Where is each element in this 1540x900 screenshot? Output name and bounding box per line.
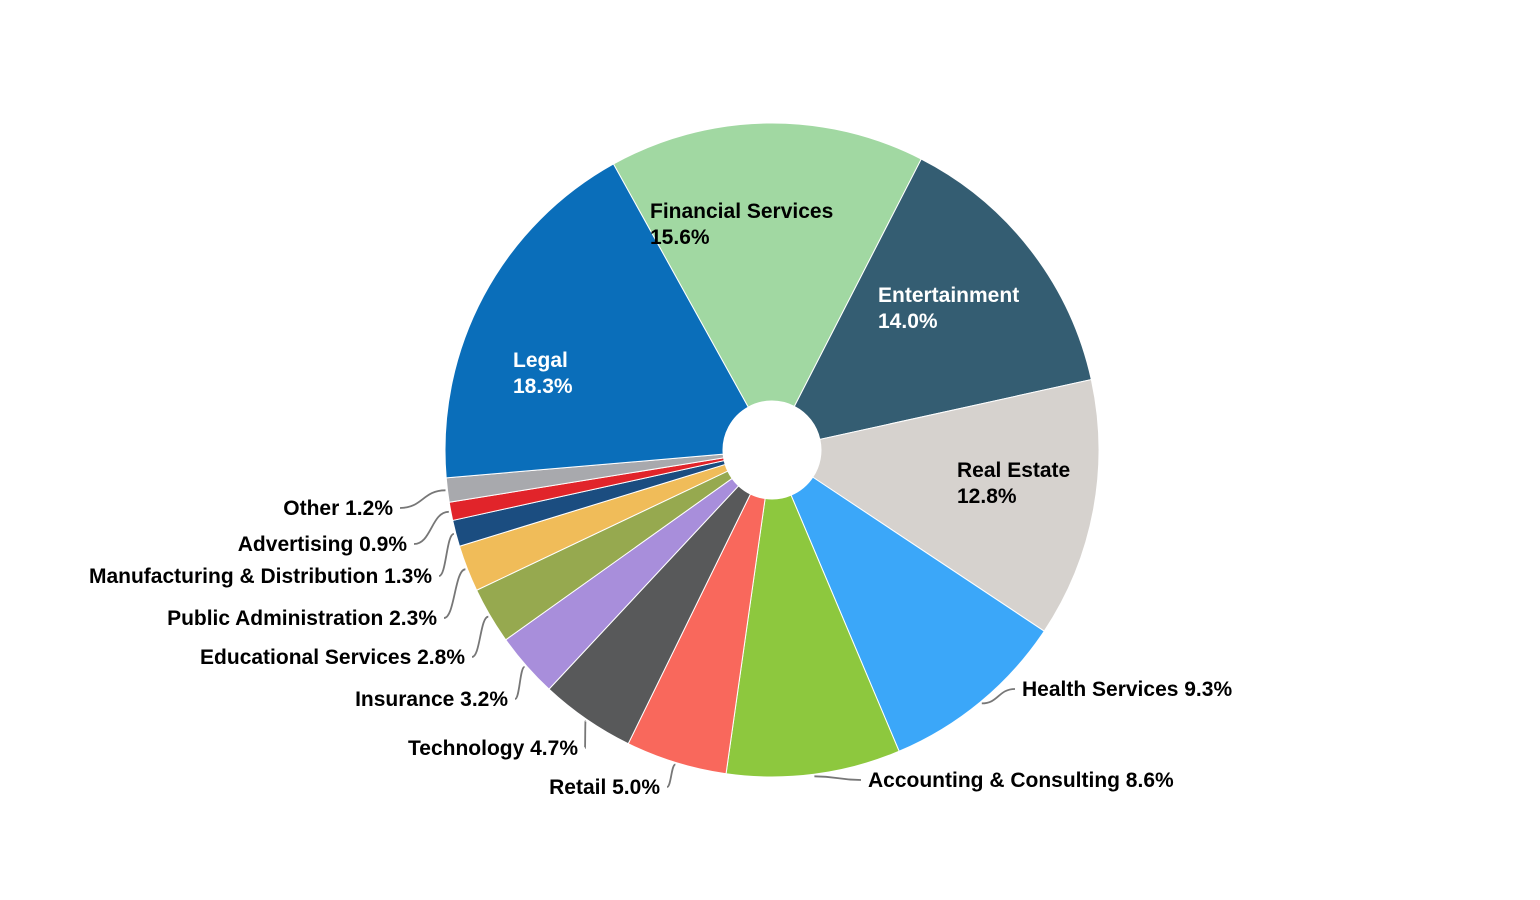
pie-label-technology: Technology 4.7% <box>408 737 578 760</box>
leader-line-accounting-consulting <box>814 775 862 781</box>
leader-line-insurance <box>514 666 526 700</box>
pie-slice-legal <box>444 163 749 479</box>
leader-line-health-services <box>981 688 1016 705</box>
leader-line-public-administration <box>443 568 466 619</box>
pie-label-entertainment: Entertainment <box>878 284 1019 307</box>
pie-slice-health-services <box>790 476 1045 752</box>
leader-line-advertising <box>413 510 449 545</box>
pie-label-manufacturing-distribution: Manufacturing & Distribution 1.3% <box>89 565 432 588</box>
pie-label-legal: Legal <box>513 349 568 372</box>
pie-label-other: Other 1.2% <box>283 497 393 520</box>
pie-label-insurance: Insurance 3.2% <box>355 688 508 711</box>
pie-leader-lines <box>399 489 1016 788</box>
pie-slice-accounting-consulting <box>725 494 900 778</box>
pie-slice-real-estate <box>812 378 1100 632</box>
pie-label-advertising: Advertising 0.9% <box>238 533 408 556</box>
pie-label-financial-services-value: 15.6% <box>650 226 710 249</box>
pie-label-retail: Retail 5.0% <box>549 776 660 799</box>
leader-line-manufacturing-distribution <box>438 533 455 577</box>
leader-line-educational-services <box>471 615 489 658</box>
pie-label-accounting-consulting: Accounting & Consulting 8.6% <box>868 769 1174 792</box>
pie-label-legal-value: 18.3% <box>513 375 573 398</box>
pie-label-entertainment-value: 14.0% <box>878 310 938 333</box>
pie-label-public-administration: Public Administration 2.3% <box>167 607 437 630</box>
pie-label-real-estate-value: 12.8% <box>957 485 1017 508</box>
pie-slice-entertainment <box>793 158 1092 441</box>
pie-labels: Financial Services 15.6% Entertainment 14.0… <box>89 200 1232 799</box>
pie-slice-financial-services <box>612 122 922 408</box>
pie-label-financial-services: Financial Services <box>650 200 833 223</box>
leader-line-retail <box>666 763 676 788</box>
pie-label-educational-services: Educational Services 2.8% <box>200 646 465 669</box>
pie-slices <box>444 122 1100 778</box>
leader-line-technology <box>584 720 587 749</box>
pie-label-health-services: Health Services 9.3% <box>1022 678 1232 701</box>
pie-label-real-estate: Real Estate <box>957 459 1070 482</box>
leader-line-other <box>399 489 446 509</box>
